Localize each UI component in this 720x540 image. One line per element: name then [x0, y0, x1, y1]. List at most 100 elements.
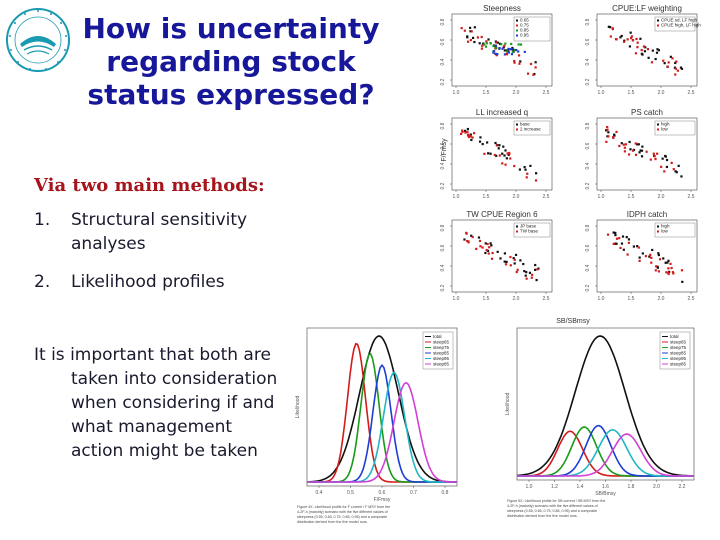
scatter-point	[667, 61, 670, 64]
scatter-point	[622, 40, 626, 43]
scatter-point	[490, 257, 494, 260]
y-tick-label: 0.4	[440, 58, 446, 65]
scatter-point	[650, 261, 653, 264]
scatter-point	[626, 253, 629, 256]
scatter-point	[519, 60, 522, 63]
legend-box	[654, 120, 696, 136]
scatter-point	[460, 27, 463, 30]
scatter-point	[535, 172, 538, 175]
panel-title: TW CPUE Region 6	[466, 210, 538, 219]
scatter-point	[605, 140, 608, 144]
scatter-point	[466, 130, 469, 133]
scatter-point	[504, 263, 508, 266]
scatter-point	[664, 261, 667, 264]
scatter-point	[496, 41, 499, 44]
method-text-line-1: Likelihood profiles	[71, 272, 225, 292]
scatter-point	[503, 53, 507, 56]
scatter-point	[680, 269, 684, 272]
x-tick-label: 2.5	[543, 194, 550, 200]
scatter-point	[512, 48, 515, 51]
y-tick-label: 0.8	[585, 224, 591, 231]
scatter-point	[525, 176, 528, 179]
scatter-point	[635, 37, 638, 41]
y-tick-label: 0.8	[440, 18, 446, 25]
scatter-point	[534, 263, 537, 267]
x-tick-label: 1.5	[483, 194, 490, 200]
scatter-point	[670, 161, 673, 165]
scatter-point	[469, 38, 472, 42]
scatter-point	[469, 133, 472, 136]
x-tick-label: 2.0	[658, 90, 665, 96]
scatter-point	[665, 165, 669, 169]
scatter-point	[654, 57, 657, 61]
legend-label: 0.95	[520, 33, 529, 38]
x-tick-label: 1.5	[628, 90, 635, 96]
scatter-point	[479, 136, 482, 139]
scatter-point	[498, 144, 501, 147]
legend-swatch	[516, 24, 518, 27]
title-line-2: regarding stock	[106, 45, 356, 78]
scatter-point	[609, 35, 612, 38]
scatter-point	[620, 142, 623, 145]
scatter-point	[615, 237, 619, 240]
scatter-point	[664, 155, 667, 158]
scatter-point	[607, 25, 610, 28]
scatter-point	[657, 252, 660, 255]
legend-label: steep85	[670, 362, 687, 367]
scatter-point	[529, 62, 533, 66]
scatter-point	[509, 264, 512, 267]
y-tick-label: 0.2	[440, 182, 446, 189]
x-tick-label: 1.0	[453, 296, 460, 302]
scatter-point	[502, 46, 505, 49]
title-line-1: How is uncertainty	[82, 12, 380, 45]
scatter-point	[639, 37, 642, 40]
scatter-point	[670, 266, 673, 270]
scatter-point	[515, 48, 518, 52]
legend-box	[513, 16, 551, 42]
y-tick-label: 0.4	[585, 162, 591, 169]
scatter-point	[513, 262, 516, 265]
scatter-point	[523, 270, 526, 273]
scatter-point	[534, 61, 537, 64]
scatter-point	[469, 30, 472, 33]
scatter-point	[473, 26, 476, 29]
y-tick-label: 0.6	[440, 142, 446, 149]
x-tick-label: 1.0	[598, 194, 605, 200]
scatter-point	[513, 258, 516, 261]
scatter-point	[630, 37, 633, 40]
scatter-point	[478, 239, 482, 243]
y-tick-label: 0.2	[585, 78, 591, 85]
y-tick-label: 0.2	[585, 284, 591, 291]
scatter-point	[466, 134, 470, 137]
x-tick-label: 2.5	[688, 90, 695, 96]
scatter-point	[481, 246, 484, 249]
scatter-point	[493, 153, 496, 157]
scatter-point	[463, 29, 466, 32]
panel-frame	[596, 219, 698, 293]
y-tick-label: 0.4	[440, 264, 446, 271]
legend-label: steep75	[433, 345, 450, 350]
y-tick-label: 0.8	[585, 122, 591, 129]
scatter-point	[615, 130, 618, 134]
method-number: 2.	[34, 272, 51, 292]
scatter-point	[645, 150, 648, 153]
scatter-point	[513, 61, 516, 64]
scatter-point	[508, 48, 511, 51]
scatter-point	[655, 265, 658, 268]
scatter-point	[513, 59, 516, 63]
legend-box	[654, 222, 696, 238]
x-tick-label: 2.0	[658, 296, 665, 302]
scatter-point	[612, 242, 615, 246]
scatter-point	[662, 59, 665, 62]
scatter-point	[636, 46, 639, 49]
scatter-point	[621, 235, 625, 238]
x-tick-label: 1.0	[453, 194, 460, 200]
scatter-point	[524, 274, 527, 277]
scatter-point	[630, 35, 633, 38]
scatter-point	[644, 46, 647, 49]
scatter-point	[479, 245, 482, 248]
scatter-point	[609, 26, 612, 29]
x-tick-label: 0.4	[316, 490, 323, 496]
scatter-point	[506, 152, 509, 155]
scatter-point	[647, 56, 650, 59]
